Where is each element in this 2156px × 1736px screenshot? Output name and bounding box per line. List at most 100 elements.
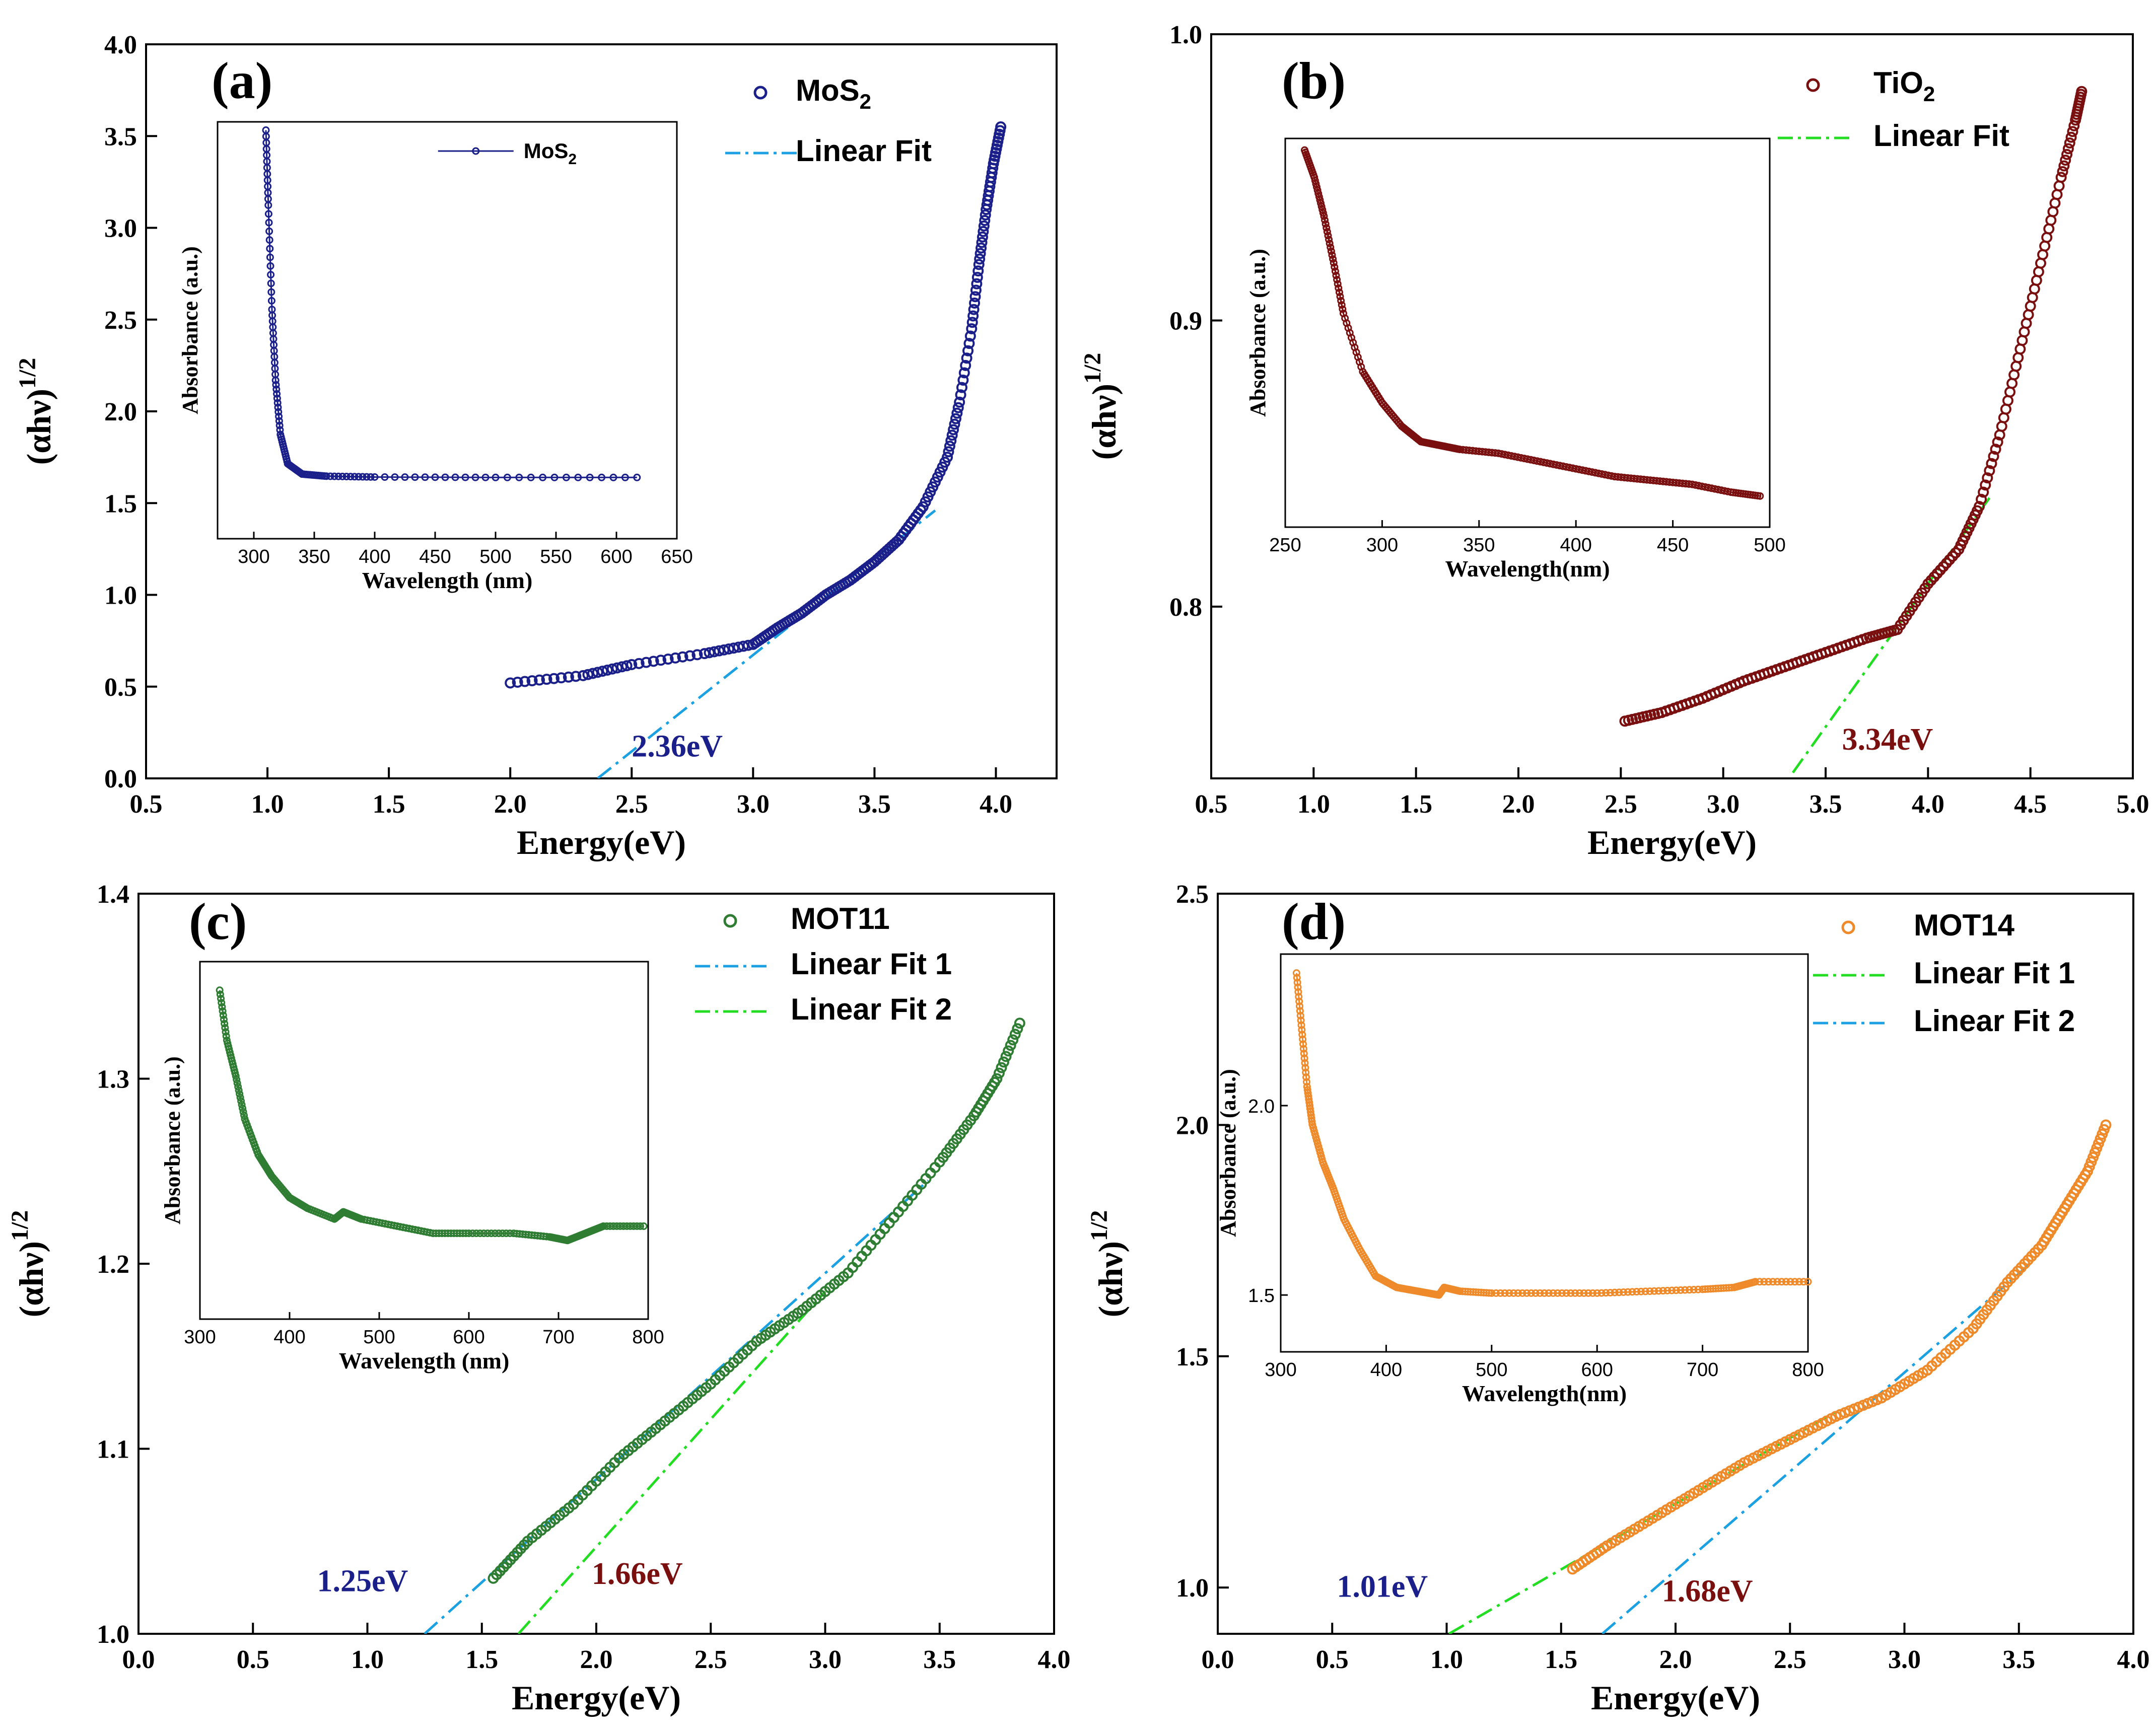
inset-data-point (1567, 1289, 1575, 1297)
inset-data-point (1296, 1011, 1304, 1020)
inset-data-point (1302, 1073, 1310, 1081)
data-point (970, 284, 982, 296)
inset-data-point (1336, 293, 1344, 301)
inset-data-point (216, 986, 224, 994)
x-tick-label: 2.5 (1605, 790, 1637, 819)
inset-points (216, 986, 648, 1245)
inset-data-point (1328, 251, 1336, 259)
data-point (2062, 143, 2074, 155)
data-point (2061, 149, 2073, 160)
inset-data-point (1588, 1289, 1596, 1297)
inset-data-point (235, 1087, 243, 1095)
inset-frame (199, 961, 649, 1320)
y-tick-label: 2.0 (104, 398, 137, 426)
data-point (991, 1073, 1003, 1084)
data-point (2067, 126, 2078, 137)
inset-data-point (1760, 1278, 1768, 1286)
inset-data-point (239, 1108, 247, 1116)
inset-data-point (1335, 284, 1343, 292)
data-point (950, 413, 961, 424)
data-point (626, 659, 638, 671)
inset-data-point (1335, 288, 1343, 297)
y-tick-label: 1.5 (104, 489, 137, 518)
x-tick-label: 2.5 (694, 1645, 727, 1674)
inset-data-point (1694, 1285, 1702, 1293)
legend-label: Linear Fit 1 (1914, 956, 2075, 990)
data-point (954, 396, 965, 408)
inset-data-point (371, 473, 379, 481)
inset-data-point (272, 381, 280, 389)
inset-data-point (1501, 1289, 1509, 1297)
x-tick-label: 2.0 (1659, 1645, 1692, 1674)
data-point (967, 310, 979, 322)
data-point (1003, 1045, 1014, 1057)
legend-label: MoS2 (796, 74, 871, 113)
data-point (592, 667, 603, 678)
inset-data-point (363, 473, 371, 481)
x-tick-label: 0.5 (1316, 1645, 1349, 1674)
inset-data-point (1541, 1289, 1548, 1297)
inset-data-point (1764, 1278, 1772, 1286)
inset-data-point (1509, 1289, 1517, 1297)
inset-data-point (1624, 1288, 1632, 1296)
inset-data-point (237, 1097, 245, 1105)
y-tick-label: 4.0 (104, 31, 137, 59)
x-tick-label: 4.0 (980, 790, 1012, 819)
inset-data-point (264, 210, 272, 218)
inset-data-point (480, 1229, 488, 1238)
inset-data-point (234, 1083, 242, 1091)
inset-b: 250 300 350 400 450 500 Wavelength(nm) Absorban… (1245, 137, 1786, 582)
x-axis-label: Energy(eV) (1587, 823, 1757, 861)
series-mot11 (488, 1018, 1025, 1584)
inset-data-point (266, 253, 274, 261)
y-axis-label-sup: 1/2 (14, 358, 41, 389)
inset-data-point (1317, 202, 1326, 210)
inset-x-tick-label: 700 (1687, 1359, 1718, 1381)
inset-data-point (1549, 1289, 1557, 1297)
inset-data-point (476, 1229, 484, 1238)
y-tick-label: 1.0 (1176, 1574, 1209, 1603)
inset-y-axis-label: Absorbance (a.u.) (160, 1056, 185, 1224)
x-tick-label: 3.5 (858, 790, 891, 819)
data-point (597, 666, 608, 677)
data-point (968, 304, 980, 315)
data-point (945, 435, 957, 447)
inset-x-tick-label: 800 (632, 1327, 664, 1348)
inset-data-point (338, 472, 346, 480)
inset-data-point (586, 473, 594, 481)
data-point (602, 664, 613, 676)
data-point (976, 237, 988, 248)
data-point (996, 1062, 1007, 1073)
bandgap-annotation: 1.68eV (1662, 1574, 1753, 1609)
x-axis-label: Energy(eV) (1591, 1679, 1760, 1717)
y-axis-label: (αhν)1/2 (1079, 353, 1123, 460)
y-tick-label: 1.0 (97, 1620, 129, 1649)
data-point (606, 663, 618, 675)
x-tick-label: 1.5 (373, 790, 405, 819)
data-point (1005, 1040, 1016, 1051)
inset-data-point (1298, 1026, 1306, 1034)
inset-data-point (1311, 177, 1319, 185)
inset-data-point (1316, 196, 1324, 204)
data-point (633, 658, 645, 669)
y-tick-label: 0.0 (104, 765, 137, 793)
inset-data-point (1562, 1289, 1570, 1297)
inset-data-point (636, 1222, 644, 1230)
panel-label: (a) (212, 52, 272, 110)
data-point (973, 259, 985, 270)
data-point (1978, 486, 1989, 498)
data-point (2060, 155, 2071, 166)
data-point (1988, 451, 1999, 462)
x-tick-label: 5.0 (2117, 790, 2149, 819)
inset-data-point (562, 473, 570, 481)
inset-data-point (1315, 193, 1323, 201)
inset-data-point (240, 1111, 248, 1119)
inset-data-point (238, 1101, 246, 1109)
inset-data-point (503, 473, 511, 481)
x-tick-label: 2.0 (1502, 790, 1535, 819)
inset-data-point (1297, 1017, 1305, 1025)
data-point (611, 662, 623, 674)
inset-frame (1280, 953, 1809, 1353)
inset-data-point (515, 473, 523, 481)
inset-data-point (421, 473, 429, 481)
